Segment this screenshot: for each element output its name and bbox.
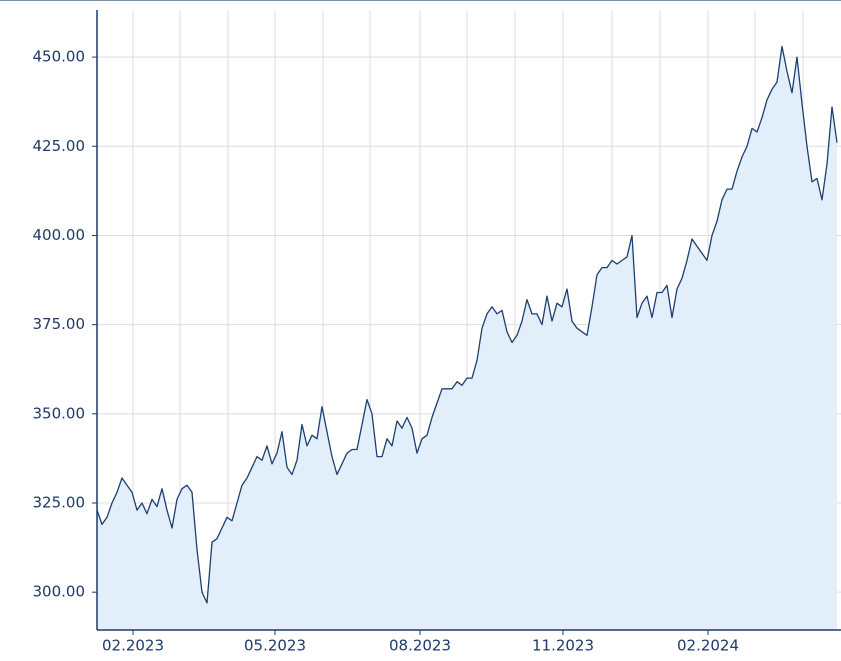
y-tick-label: 375.00 bbox=[33, 315, 86, 333]
plot bbox=[96, 45, 838, 630]
x-tick-label: 08.2023 bbox=[389, 637, 451, 655]
x-tick-label: 11.2023 bbox=[532, 637, 594, 655]
line bbox=[96, 45, 838, 604]
x-tick-label: 02.2023 bbox=[102, 637, 164, 655]
y-tick-label: 425.00 bbox=[33, 137, 86, 155]
y-tick-label: 400.00 bbox=[33, 226, 86, 244]
y-tick-label: 350.00 bbox=[33, 404, 86, 422]
y-tick-label: 300.00 bbox=[33, 583, 86, 601]
y-tick-label: 325.00 bbox=[33, 494, 86, 512]
y-tick-label: 450.00 bbox=[33, 48, 86, 66]
axes: 300.00 325.00 350.00 375.00 400.00 425.00 450.… bbox=[33, 10, 841, 655]
x-tick-label: 05.2023 bbox=[244, 637, 306, 655]
area bbox=[97, 46, 837, 630]
x-tick-label: 02.2024 bbox=[677, 637, 739, 655]
